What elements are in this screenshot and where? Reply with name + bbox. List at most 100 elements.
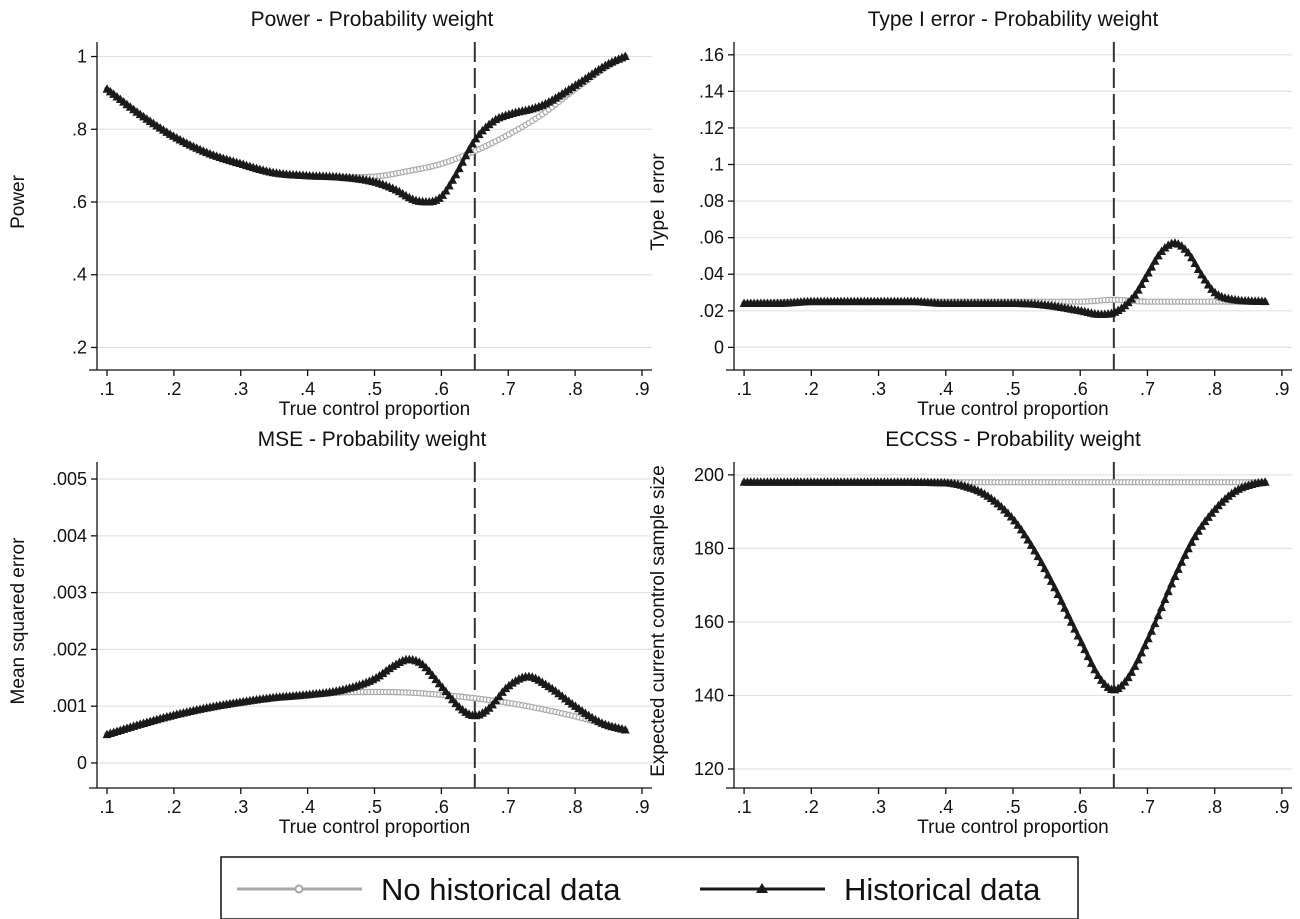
data-point (1023, 535, 1033, 544)
data-point (1183, 543, 1193, 553)
panel-title: MSE - Probability weight (258, 428, 487, 451)
data-point (1020, 529, 1030, 539)
y-tick-label: .6 (72, 192, 87, 212)
y-tick-label: .02 (699, 301, 724, 321)
x-tick-label: .9 (1274, 379, 1289, 399)
x-tick-label: .7 (501, 797, 516, 817)
y-tick-label: .002 (52, 639, 87, 659)
data-point (1167, 578, 1177, 588)
y-tick-label: .08 (699, 191, 724, 211)
data-point (1033, 551, 1043, 561)
x-tick-label: .6 (434, 379, 449, 399)
chart-panel-3: 0 .001 .002 .003 .004 .005 .1 .2 .3 .4 .5 .6 .7 .8 .9 M… (8, 428, 652, 838)
data-point (1133, 654, 1143, 664)
data-point (1093, 670, 1103, 680)
y-tick-label: 160 (694, 612, 724, 632)
panel-title: Power - Probability weight (251, 8, 494, 31)
data-point (1090, 664, 1100, 674)
panel-title: ECCSS - Probability weight (885, 428, 1141, 451)
data-point (1123, 672, 1133, 682)
data-point (1036, 557, 1046, 567)
data-point (1147, 262, 1157, 271)
y-tick-label: .003 (52, 583, 87, 603)
data-point (1137, 279, 1147, 288)
x-tick-label: .1 (100, 797, 115, 817)
y-tick-label: .4 (72, 265, 87, 285)
x-tick-label: .1 (737, 379, 752, 399)
data-point (461, 150, 471, 160)
panel-title: Type I error - Probability weight (868, 8, 1159, 31)
data-point (1070, 624, 1080, 633)
data-point (1060, 603, 1070, 612)
data-point (1016, 524, 1026, 534)
data-point (1056, 596, 1066, 605)
data-point (1187, 537, 1197, 546)
data-point (1073, 630, 1083, 640)
data-point (1197, 269, 1207, 279)
x-axis-label: True control proportion (279, 817, 471, 838)
x-tick-label: .9 (634, 797, 649, 817)
x-tick-label: .2 (804, 797, 819, 817)
y-axis-label: Mean squared error (8, 537, 29, 705)
data-point (1053, 589, 1063, 598)
data-point (1040, 563, 1050, 573)
y-tick-label: 200 (694, 465, 724, 485)
data-point (1200, 274, 1210, 284)
data-point (1197, 521, 1207, 530)
legend: No historical data Historical data (220, 856, 1079, 919)
data-point (1173, 564, 1183, 573)
x-tick-label: .1 (100, 379, 115, 399)
data-point (1066, 617, 1076, 626)
data-point (1080, 644, 1090, 654)
y-tick-label: 120 (694, 759, 724, 779)
x-tick-label: .8 (1207, 797, 1222, 817)
data-point (1163, 586, 1173, 596)
data-point (1120, 677, 1130, 686)
data-point (1046, 576, 1056, 585)
y-tick-label: 140 (694, 685, 724, 705)
data-point (1187, 252, 1197, 262)
series-historical (739, 477, 1270, 694)
x-tick-label: .5 (1005, 379, 1020, 399)
series-historical (739, 238, 1270, 318)
y-tick-label: .14 (699, 81, 724, 101)
data-point (1147, 626, 1157, 635)
data-point (1026, 540, 1036, 549)
data-point (1130, 290, 1140, 299)
x-tick-label: .5 (367, 379, 382, 399)
y-tick-label: .06 (699, 228, 724, 248)
y-tick-label: .1 (709, 155, 724, 175)
data-point (1130, 661, 1140, 670)
x-tick-label: .4 (300, 379, 315, 399)
data-point (1200, 516, 1210, 526)
x-tick-label: .3 (871, 379, 886, 399)
data-point (1260, 477, 1270, 486)
y-tick-label: .8 (72, 119, 87, 139)
data-point (1143, 267, 1153, 277)
data-point (620, 51, 630, 61)
data-point (1190, 258, 1200, 267)
x-tick-label: .7 (501, 379, 516, 399)
y-axis-label: Type I error (648, 153, 669, 251)
x-axis-label: True control proportion (917, 399, 1109, 420)
series-historical (102, 654, 630, 739)
data-point (1177, 557, 1187, 566)
data-point (1137, 647, 1147, 657)
y-axis-label: Power (8, 174, 29, 229)
data-point (1193, 264, 1203, 273)
x-tick-label: .4 (938, 379, 953, 399)
data-point (454, 163, 464, 173)
y-axis-label: Expected current control sample size (648, 465, 669, 777)
data-point (1203, 279, 1213, 289)
x-tick-label: .9 (634, 379, 649, 399)
y-tick-label: .005 (52, 469, 87, 489)
chart-panel-1: .2 .4 .6 .8 1 .1 .2 .3 .4 .5 .6 .7 .8 .9 Power - Proba… (8, 8, 652, 420)
x-tick-label: .7 (1140, 379, 1155, 399)
data-point (1050, 582, 1060, 592)
data-point (457, 157, 467, 166)
chart-panel-4: 120 140 160 180 200 .1 .2 .3 .4 .5 .6 .7 .8 .9 ECCSS -… (648, 428, 1292, 838)
x-tick-label: .2 (804, 379, 819, 399)
x-tick-label: .6 (434, 797, 449, 817)
data-point (1150, 618, 1160, 628)
